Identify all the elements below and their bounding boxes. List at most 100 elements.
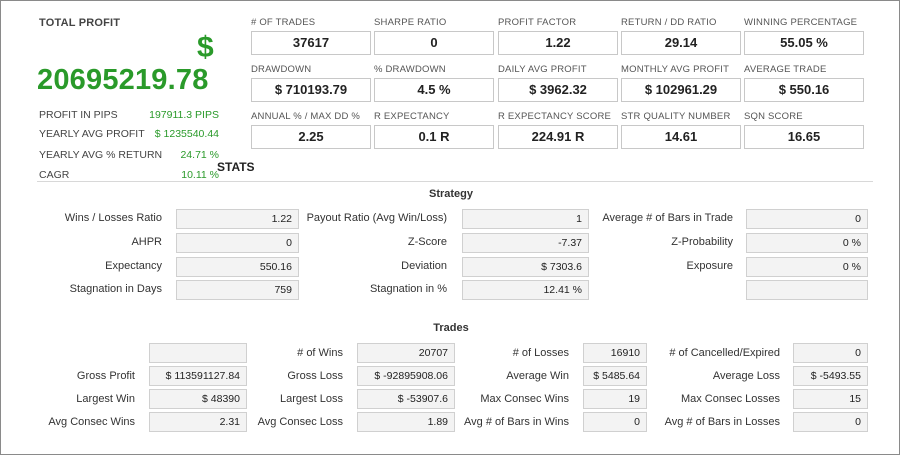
trade-label: Gross Loss: [287, 370, 343, 382]
metric-percent-drawdown: % DRAWDOWN 4.5 %: [374, 64, 494, 102]
stats-title: STATS: [217, 160, 255, 174]
stat-label: AHPR: [131, 236, 162, 248]
stat-label: Stagnation in %: [369, 283, 447, 295]
metric-sqn-score: SQN SCORE 16.65: [744, 111, 864, 149]
trade-label: Avg # of Bars in Losses: [664, 416, 780, 428]
stat-value: 12.41 %: [462, 280, 589, 300]
metric-value: 0.1 R: [374, 125, 494, 149]
metric-r-expectancy: R EXPECTANCY 0.1 R: [374, 111, 494, 149]
metric-label: STR QUALITY NUMBER: [621, 111, 731, 122]
trades-title: Trades: [433, 322, 469, 334]
metric-drawdown: DRAWDOWN $ 710193.79: [251, 64, 371, 102]
metric-annual-max-dd: ANNUAL % / MAX DD % 2.25: [251, 111, 371, 149]
stat-label: Expectancy: [105, 260, 162, 272]
profit-row-label: CAGR: [39, 169, 70, 181]
metric-value: 55.05 %: [744, 31, 864, 55]
metric-label: # OF TRADES: [251, 17, 316, 28]
metric-value: 14.61: [621, 125, 741, 149]
profit-row: YEARLY AVG % RETURN 24.71 %: [39, 149, 219, 161]
stat-label: Wins / Losses Ratio: [64, 212, 162, 224]
trade-label: # of Cancelled/Expired: [669, 347, 780, 359]
metric-return-dd-ratio: RETURN / DD RATIO 29.14: [621, 17, 741, 55]
trade-label: Average Win: [506, 370, 569, 382]
stat-label: Exposure: [686, 260, 733, 272]
metric-value: $ 3962.32: [498, 78, 618, 102]
trade-label: Avg Consec Loss: [257, 416, 343, 428]
metric-label: AVERAGE TRADE: [744, 64, 827, 75]
profit-row-label: PROFIT IN PIPS: [39, 109, 118, 121]
trade-label: Avg # of Bars in Wins: [464, 416, 569, 428]
trade-value: 0: [793, 343, 868, 363]
metric-profit-factor: PROFIT FACTOR 1.22: [498, 17, 618, 55]
stat-value: 1.22: [176, 209, 299, 229]
total-profit-title: TOTAL PROFIT: [39, 17, 121, 29]
metric-monthly-avg-profit: MONTHLY AVG PROFIT $ 102961.29: [621, 64, 741, 102]
profit-row-value: 10.11 %: [181, 169, 219, 181]
trade-label: Largest Win: [76, 393, 135, 405]
metric-average-trade: AVERAGE TRADE $ 550.16: [744, 64, 864, 102]
stat-value-empty: [746, 280, 868, 300]
metric-label: SHARPE RATIO: [374, 17, 447, 28]
stat-label: Deviation: [401, 260, 447, 272]
trade-value: 0: [793, 412, 868, 432]
metric-value: 1.22: [498, 31, 618, 55]
trade-label: Average Loss: [712, 370, 780, 382]
trade-value: 1.89: [357, 412, 455, 432]
metric-str-quality-number: STR QUALITY NUMBER 14.61: [621, 111, 741, 149]
trade-value: $ -53907.6: [357, 389, 455, 409]
stat-value: 0: [176, 233, 299, 253]
trade-value: $ -92895908.06: [357, 366, 455, 386]
currency-symbol: $: [197, 31, 214, 64]
metric-value: 4.5 %: [374, 78, 494, 102]
stat-label: Stagnation in Days: [69, 283, 162, 295]
stat-value: 1: [462, 209, 589, 229]
metric-value: 0: [374, 31, 494, 55]
profit-row: CAGR 10.11 %: [39, 169, 219, 181]
trade-label: Gross Profit: [76, 370, 135, 382]
trade-value: 16910: [583, 343, 647, 363]
profit-row: YEARLY AVG PROFIT $ 1235540.44: [39, 128, 219, 140]
trade-value: 19: [583, 389, 647, 409]
profit-row-value: $ 1235540.44: [154, 128, 219, 140]
stat-value: 0: [746, 209, 868, 229]
stat-value: $ 7303.6: [462, 257, 589, 277]
stat-value: 0 %: [746, 233, 868, 253]
trade-label: Largest Loss: [280, 393, 343, 405]
trade-value: 15: [793, 389, 868, 409]
metric-label: % DRAWDOWN: [374, 64, 446, 75]
stat-label: Z-Score: [407, 236, 447, 248]
trade-value-empty: [149, 343, 247, 363]
trade-value: $ 113591127.84: [149, 366, 247, 386]
profit-row-label: YEARLY AVG % RETURN: [39, 149, 163, 161]
metric-label: PROFIT FACTOR: [498, 17, 577, 28]
metric-label: DAILY AVG PROFIT: [498, 64, 587, 75]
stat-label: Average # of Bars in Trade: [602, 212, 733, 224]
metric-winning-percentage: WINNING PERCENTAGE 55.05 %: [744, 17, 864, 55]
metric-label: SQN SCORE: [744, 111, 803, 122]
metric-value: 224.91 R: [498, 125, 618, 149]
trade-value: $ 48390: [149, 389, 247, 409]
profit-row-value: 24.71 %: [180, 149, 219, 161]
metric-value: $ 710193.79: [251, 78, 371, 102]
metric-label: RETURN / DD RATIO: [621, 17, 717, 28]
profit-row-value: 197911.3 PIPS: [149, 109, 219, 121]
stat-value: 759: [176, 280, 299, 300]
divider: [37, 181, 873, 182]
metric-label: DRAWDOWN: [251, 64, 312, 75]
metric-label: MONTHLY AVG PROFIT: [621, 64, 730, 75]
metric-value: 2.25: [251, 125, 371, 149]
metric-value: 29.14: [621, 31, 741, 55]
trade-label: # of Wins: [297, 347, 343, 359]
trade-value: 2.31: [149, 412, 247, 432]
metric-trades: # OF TRADES 37617: [251, 17, 371, 55]
total-profit-amount: 20695219.78: [37, 64, 209, 96]
metric-value: $ 550.16: [744, 78, 864, 102]
metric-r-expectancy-score: R EXPECTANCY SCORE 224.91 R: [498, 111, 618, 149]
metric-label: R EXPECTANCY: [374, 111, 450, 122]
profit-row: PROFIT IN PIPS 197911.3 PIPS: [39, 109, 219, 121]
metric-value: 37617: [251, 31, 371, 55]
metric-label: WINNING PERCENTAGE: [744, 17, 858, 28]
trade-value: 20707: [357, 343, 455, 363]
strategy-title: Strategy: [428, 188, 474, 200]
metric-label: ANNUAL % / MAX DD %: [251, 111, 361, 122]
